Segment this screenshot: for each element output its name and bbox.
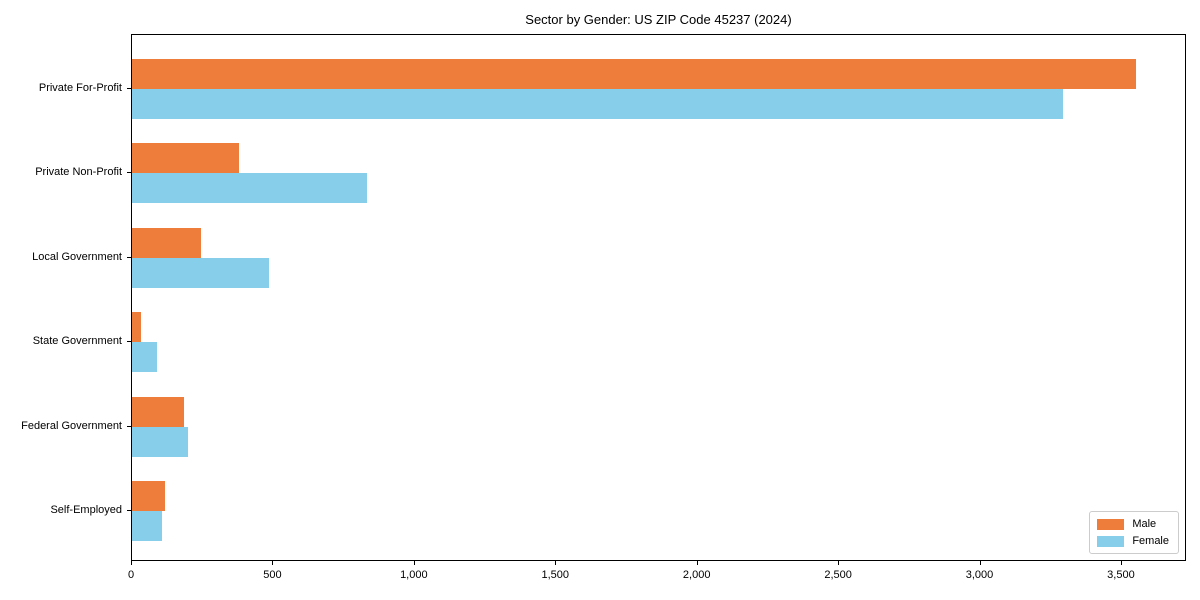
- female-bar: [132, 89, 1063, 119]
- legend-item-female: Female: [1097, 535, 1169, 547]
- y-tick-label: Local Government: [32, 250, 122, 263]
- x-tick-mark: [131, 561, 132, 565]
- x-tick-mark: [413, 561, 415, 565]
- y-tick-label: Self-Employed: [50, 504, 122, 516]
- chart-title: Sector by Gender: US ZIP Code 45237 (202…: [525, 12, 792, 27]
- female-bar: [132, 511, 162, 541]
- male-legend-label: Male: [1132, 518, 1157, 530]
- plot-area: Male Female: [131, 34, 1186, 561]
- x-tick-mark: [696, 561, 698, 565]
- x-tick-label: 3,000: [965, 569, 994, 581]
- y-tick-label: State Government: [32, 335, 122, 348]
- x-tick-label: 1,000: [400, 569, 428, 581]
- x-tick-label: 2,000: [682, 569, 711, 581]
- female-bar: [132, 257, 269, 288]
- x-tick-label: 3,500: [1107, 569, 1135, 581]
- y-tick-mark: [127, 341, 131, 343]
- y-tick-label: Private Non-Profit: [35, 166, 122, 179]
- legend: Male Female: [1089, 511, 1179, 554]
- y-tick-mark: [127, 88, 131, 89]
- x-tick-mark: [979, 561, 981, 565]
- x-tick-mark: [1120, 561, 1122, 565]
- male-bar: [132, 143, 239, 174]
- y-tick-mark: [127, 425, 131, 427]
- male-bar: [132, 59, 1136, 89]
- male-bar: [132, 227, 201, 258]
- x-tick-mark: [272, 561, 274, 565]
- legend-item-male: Male: [1097, 518, 1169, 530]
- male-bar: [132, 481, 165, 511]
- female-bar: [132, 426, 188, 457]
- y-tick-label: Private For-Profit: [38, 82, 122, 94]
- male-bar: [132, 312, 141, 343]
- y-tick-mark: [127, 172, 131, 174]
- female-bar: [132, 173, 367, 204]
- male-legend-swatch: [1097, 518, 1125, 530]
- y-tick-label: Federal Government: [21, 419, 122, 432]
- female-legend-label: Female: [1132, 535, 1169, 547]
- female-legend-swatch: [1097, 535, 1125, 547]
- x-tick-mark: [838, 561, 840, 565]
- y-tick-mark: [127, 510, 131, 511]
- female-bar: [132, 342, 157, 373]
- x-tick-mark: [555, 561, 557, 565]
- male-bar: [132, 396, 184, 427]
- x-tick-label: 2,500: [824, 569, 852, 581]
- x-tick-label: 1,500: [541, 569, 570, 581]
- x-tick-label: 500: [263, 569, 282, 581]
- y-tick-mark: [127, 256, 131, 258]
- x-tick-label: 0: [127, 569, 135, 581]
